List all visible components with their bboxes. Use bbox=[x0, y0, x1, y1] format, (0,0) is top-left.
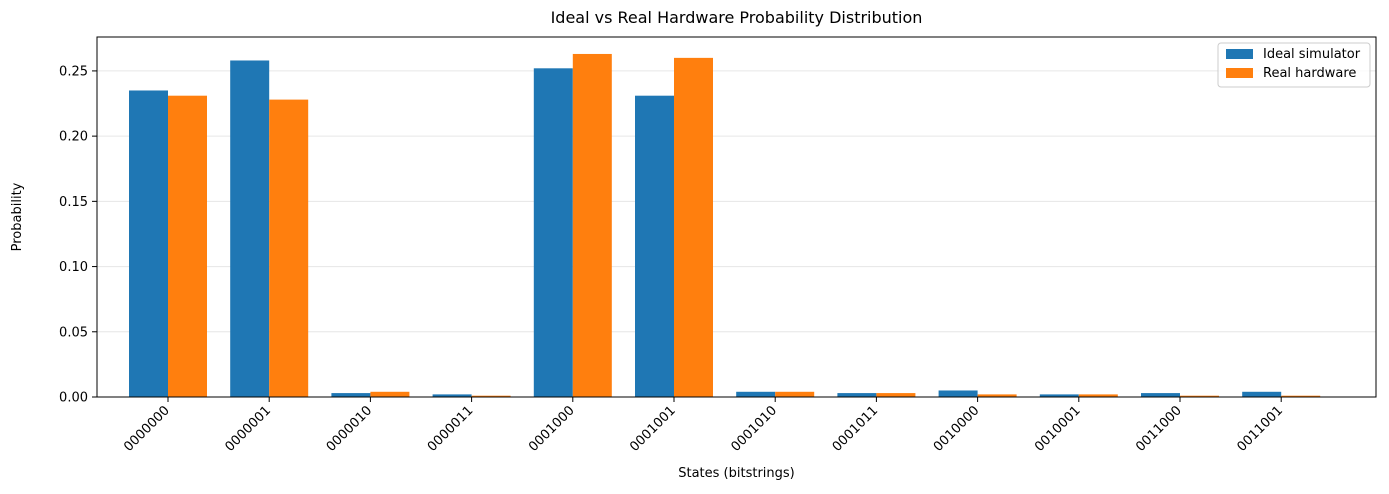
bar-real-hardware bbox=[168, 95, 207, 398]
y-axis: 0.00 0.05 0.10 0.15 0.20 0.25 bbox=[59, 64, 97, 406]
plot-frame bbox=[96, 36, 1377, 398]
bar-real-hardware bbox=[1078, 394, 1118, 397]
bar-real-hardware bbox=[876, 393, 916, 397]
chart-title: Ideal vs Real Hardware Probability Distr… bbox=[551, 8, 923, 27]
legend-swatch-ideal-simulator bbox=[1226, 49, 1253, 59]
bar-real-hardware bbox=[775, 391, 815, 397]
y-tick-label: 0.00 bbox=[59, 391, 88, 406]
bar-ideal-simulator bbox=[837, 393, 877, 397]
bar-ideal-simulator bbox=[533, 68, 573, 397]
bar-real-hardware bbox=[572, 53, 612, 398]
bar-ideal-simulator bbox=[635, 95, 674, 398]
legend-box bbox=[1217, 42, 1371, 88]
bar-ideal-simulator bbox=[331, 393, 371, 397]
legend: Ideal simulator Real hardware bbox=[1217, 42, 1371, 88]
bar-real-hardware bbox=[471, 395, 511, 397]
bar-real-hardware bbox=[1180, 395, 1219, 397]
x-axis-label: States (bitstrings) bbox=[678, 466, 795, 481]
bar-real-hardware bbox=[370, 391, 410, 397]
bar-real-hardware bbox=[269, 99, 309, 397]
legend-swatch-real-hardware bbox=[1226, 68, 1253, 78]
bar-ideal-simulator bbox=[1242, 391, 1282, 397]
bar-real-hardware bbox=[674, 57, 713, 397]
y-tick-label: 0.05 bbox=[59, 325, 88, 340]
bar-ideal-simulator bbox=[230, 60, 270, 397]
bar-ideal-simulator bbox=[1141, 393, 1180, 397]
y-tick-label: 0.15 bbox=[59, 195, 88, 210]
grid-lines bbox=[97, 70, 1376, 333]
bars bbox=[129, 53, 1321, 398]
bar-ideal-simulator bbox=[129, 90, 168, 397]
y-tick-label: 0.25 bbox=[59, 64, 88, 79]
legend-label-ideal-simulator: Ideal simulator bbox=[1263, 47, 1361, 62]
bar-real-hardware bbox=[1281, 395, 1321, 397]
y-tick-label: 0.10 bbox=[59, 260, 88, 275]
bar-ideal-simulator bbox=[736, 391, 776, 397]
bar-real-hardware bbox=[977, 394, 1017, 397]
y-tick-label: 0.20 bbox=[59, 130, 88, 145]
y-axis-label: Probability bbox=[10, 182, 25, 251]
bar-ideal-simulator bbox=[432, 394, 472, 397]
bar-ideal-simulator bbox=[938, 390, 978, 397]
legend-label-real-hardware: Real hardware bbox=[1263, 66, 1356, 81]
bar-ideal-simulator bbox=[1039, 394, 1079, 397]
